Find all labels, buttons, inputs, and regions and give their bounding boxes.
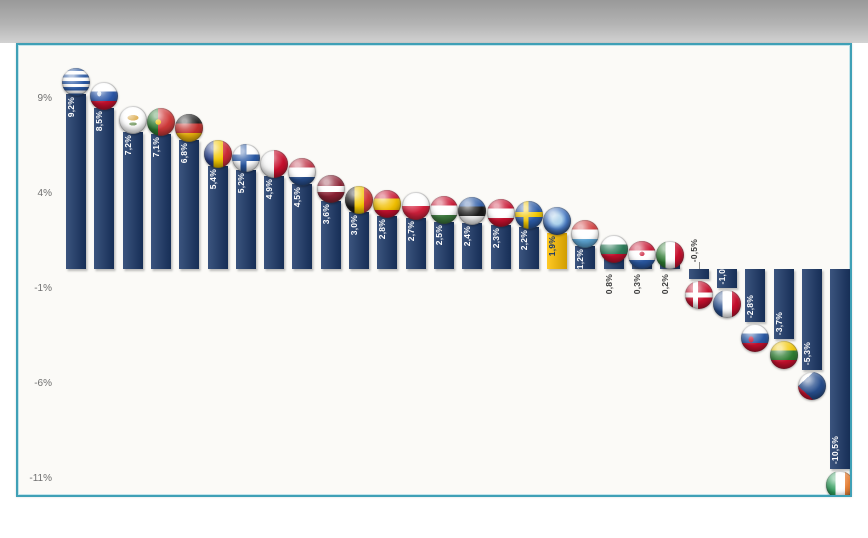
- bar-greece: [66, 94, 86, 269]
- bar-label-greece: 9,2%: [66, 97, 76, 118]
- y-axis-tick-4pct: 4%: [37, 187, 52, 199]
- spain-flag-icon: [373, 189, 402, 218]
- malta-flag-icon: [260, 149, 289, 178]
- bar-belgium: [349, 212, 369, 269]
- bar-label-latvia: 3,6%: [320, 203, 331, 224]
- y-axis-tick-9pct: 9%: [37, 92, 52, 104]
- netherlands-flag-icon: [288, 157, 317, 186]
- bar-hungary: [433, 221, 454, 269]
- bar-romania: [207, 166, 228, 269]
- bar-slovakia: [745, 269, 766, 323]
- austria-flag-icon: [486, 199, 515, 228]
- bar-ireland: [830, 269, 850, 469]
- label-connector-line: [698, 262, 700, 269]
- bar-germany: [179, 139, 200, 269]
- bar-spain: [377, 215, 398, 269]
- plot-area: 9,2% 8,5% 7,2% 7,1% 6,8% 5,4% 5,2% 4,9% 4,5% 3,6%…: [18, 45, 850, 495]
- france-flag-icon: [712, 290, 741, 318]
- bar-sweden: [518, 227, 539, 269]
- top-grey-band: [0, 0, 868, 43]
- bar-label-spain: 2,8%: [377, 218, 388, 239]
- bar-label-slovakia: -2,8%: [745, 294, 756, 319]
- bar-luxembourg: [575, 246, 596, 269]
- bar-label-hungary: 2,5%: [433, 224, 444, 245]
- czechia-flag-icon: [797, 371, 826, 400]
- chart-panel: 9% 4% -1% -6% -11% 9,2% 8,5% 7,2% 7,1% 6,8% 5,4% 5…: [16, 43, 852, 497]
- slovenia-flag-icon: [90, 81, 119, 110]
- bar-label-denmark: -0,5%: [688, 238, 699, 262]
- y-axis-tick--11pct: -11%: [29, 472, 52, 484]
- romania-flag-icon: [203, 140, 232, 169]
- bar-label-estonia: 2,4%: [462, 226, 473, 247]
- slovakia-flag-icon: [741, 324, 770, 353]
- bar-label-portugal: 7,1%: [150, 137, 161, 158]
- estonia-flag-icon: [458, 197, 487, 226]
- italy-flag-icon: [656, 241, 685, 269]
- bar-slovenia: [94, 107, 115, 269]
- bar-france: [716, 269, 737, 288]
- y-axis-tick--6pct: -6%: [34, 377, 52, 389]
- bar-label-belgium: 3,0%: [349, 215, 359, 236]
- bar-label-malta: 4,9%: [264, 178, 275, 200]
- luxembourg-flag-icon: [571, 220, 600, 249]
- bar-label-sweden: 2,2%: [518, 230, 529, 251]
- bar-label-slovenia: 8,5%: [94, 110, 105, 131]
- bar-label-ireland: -10,5%: [830, 436, 841, 465]
- lithuania-flag-icon: [769, 341, 798, 370]
- bar-label-czechia: -5,3%: [801, 342, 812, 366]
- bar-label-italy: 0,2%: [660, 274, 671, 295]
- bar-label-austria: 2,3%: [490, 228, 501, 249]
- germany-flag-icon: [175, 113, 204, 142]
- bar-label-luxembourg: 1,2%: [575, 249, 586, 270]
- bar-label-cyprus: 7,2%: [122, 135, 133, 156]
- bar-estonia: [462, 223, 483, 269]
- sweden-flag-icon: [514, 201, 543, 230]
- bar-label-croatia: 0,3%: [632, 274, 642, 295]
- bar-label-finland: 5,2%: [235, 173, 246, 194]
- bar-denmark: [688, 269, 709, 279]
- bar-cyprus: [122, 132, 143, 269]
- y-axis-tick--1pct: -1%: [34, 282, 52, 294]
- belgium-flag-icon: [345, 186, 373, 214]
- latvia-flag-icon: [316, 174, 345, 203]
- bar-finland: [235, 170, 256, 269]
- poland-flag-icon: [401, 191, 430, 220]
- portugal-flag-icon: [146, 108, 175, 137]
- denmark-flag-icon: [684, 280, 713, 309]
- croatia-flag-icon: [628, 241, 656, 269]
- eu-flag-icon: [543, 206, 572, 235]
- bar-label-poland: 2,7%: [405, 220, 416, 241]
- bar-label-eu: 1,9%: [547, 235, 558, 257]
- bar-portugal: [150, 134, 171, 269]
- bar-austria: [490, 225, 511, 269]
- bar-eu: [547, 232, 568, 269]
- greece-flag-icon: [62, 68, 90, 97]
- bar-poland: [405, 217, 426, 269]
- bar-malta: [264, 175, 285, 269]
- bar-latvia: [320, 200, 341, 269]
- bar-label-france: -1,0: [716, 268, 727, 284]
- bar-czechia: [801, 269, 822, 370]
- bar-lithuania: [773, 269, 794, 340]
- hungary-flag-icon: [429, 195, 458, 224]
- ireland-flag-icon: [826, 470, 850, 495]
- cyprus-flag-icon: [118, 106, 147, 135]
- bar-label-romania: 5,4%: [207, 169, 218, 190]
- bar-netherlands: [292, 183, 313, 269]
- bar-label-bulgaria: 0,8%: [603, 274, 614, 295]
- bar-label-lithuania: -3,7%: [773, 312, 784, 336]
- bulgaria-flag-icon: [599, 235, 628, 263]
- bar-label-germany: 6,8%: [179, 142, 190, 163]
- finland-flag-icon: [231, 144, 260, 173]
- bar-label-netherlands: 4,5%: [292, 186, 303, 207]
